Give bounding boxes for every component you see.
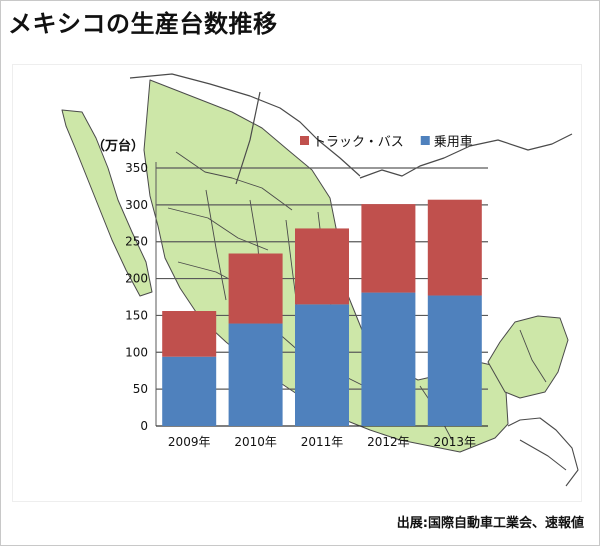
map-us-border-line <box>129 73 361 185</box>
y-tick-label: 0 <box>140 419 148 433</box>
bar-segment <box>228 253 283 324</box>
y-tick-label: 150 <box>125 308 148 322</box>
y-tick-label: 250 <box>125 235 148 249</box>
plot-area: 0 50 100 150 200 250 300 350 （万台） 2009年 2010年 2011年… <box>92 135 488 449</box>
y-tick-label: 350 <box>125 161 148 175</box>
legend-swatch <box>420 136 430 145</box>
bar-segment <box>162 311 217 357</box>
y-unit-label: （万台） <box>92 138 144 154</box>
map-us-coastline <box>359 133 573 179</box>
x-tick-label: 2011年 <box>301 435 344 449</box>
bar-segment <box>228 323 283 426</box>
bar-segment <box>361 292 416 426</box>
map-central-america-outline <box>507 417 579 487</box>
bar-segment <box>361 204 416 293</box>
x-tick-label: 2009年 <box>168 435 211 449</box>
y-tick-label: 300 <box>125 198 148 212</box>
x-tick-label: 2012年 <box>367 435 410 449</box>
legend-swatch <box>300 136 309 145</box>
x-tick-label: 2013年 <box>434 435 477 449</box>
map-baja-peninsula-shape <box>61 109 153 297</box>
bar-segment <box>427 295 482 426</box>
bar-segment <box>295 304 349 426</box>
y-tick-label: 50 <box>133 382 148 396</box>
y-tick-label: 100 <box>125 345 148 359</box>
legend-label: 乗用車 <box>434 135 473 150</box>
bar-segment <box>427 199 482 296</box>
map-yucatan-shape <box>487 315 569 399</box>
source-note: 出展:国際自動車工業会、速報値 <box>396 516 584 531</box>
legend-label: トラック・バス <box>313 135 404 150</box>
chart-title: メキシコの生産台数推移 <box>8 10 278 38</box>
y-tick-label: 200 <box>125 272 148 286</box>
x-tick-label: 2010年 <box>234 435 277 449</box>
bar-segment <box>295 228 349 305</box>
bar-segment <box>162 356 217 426</box>
